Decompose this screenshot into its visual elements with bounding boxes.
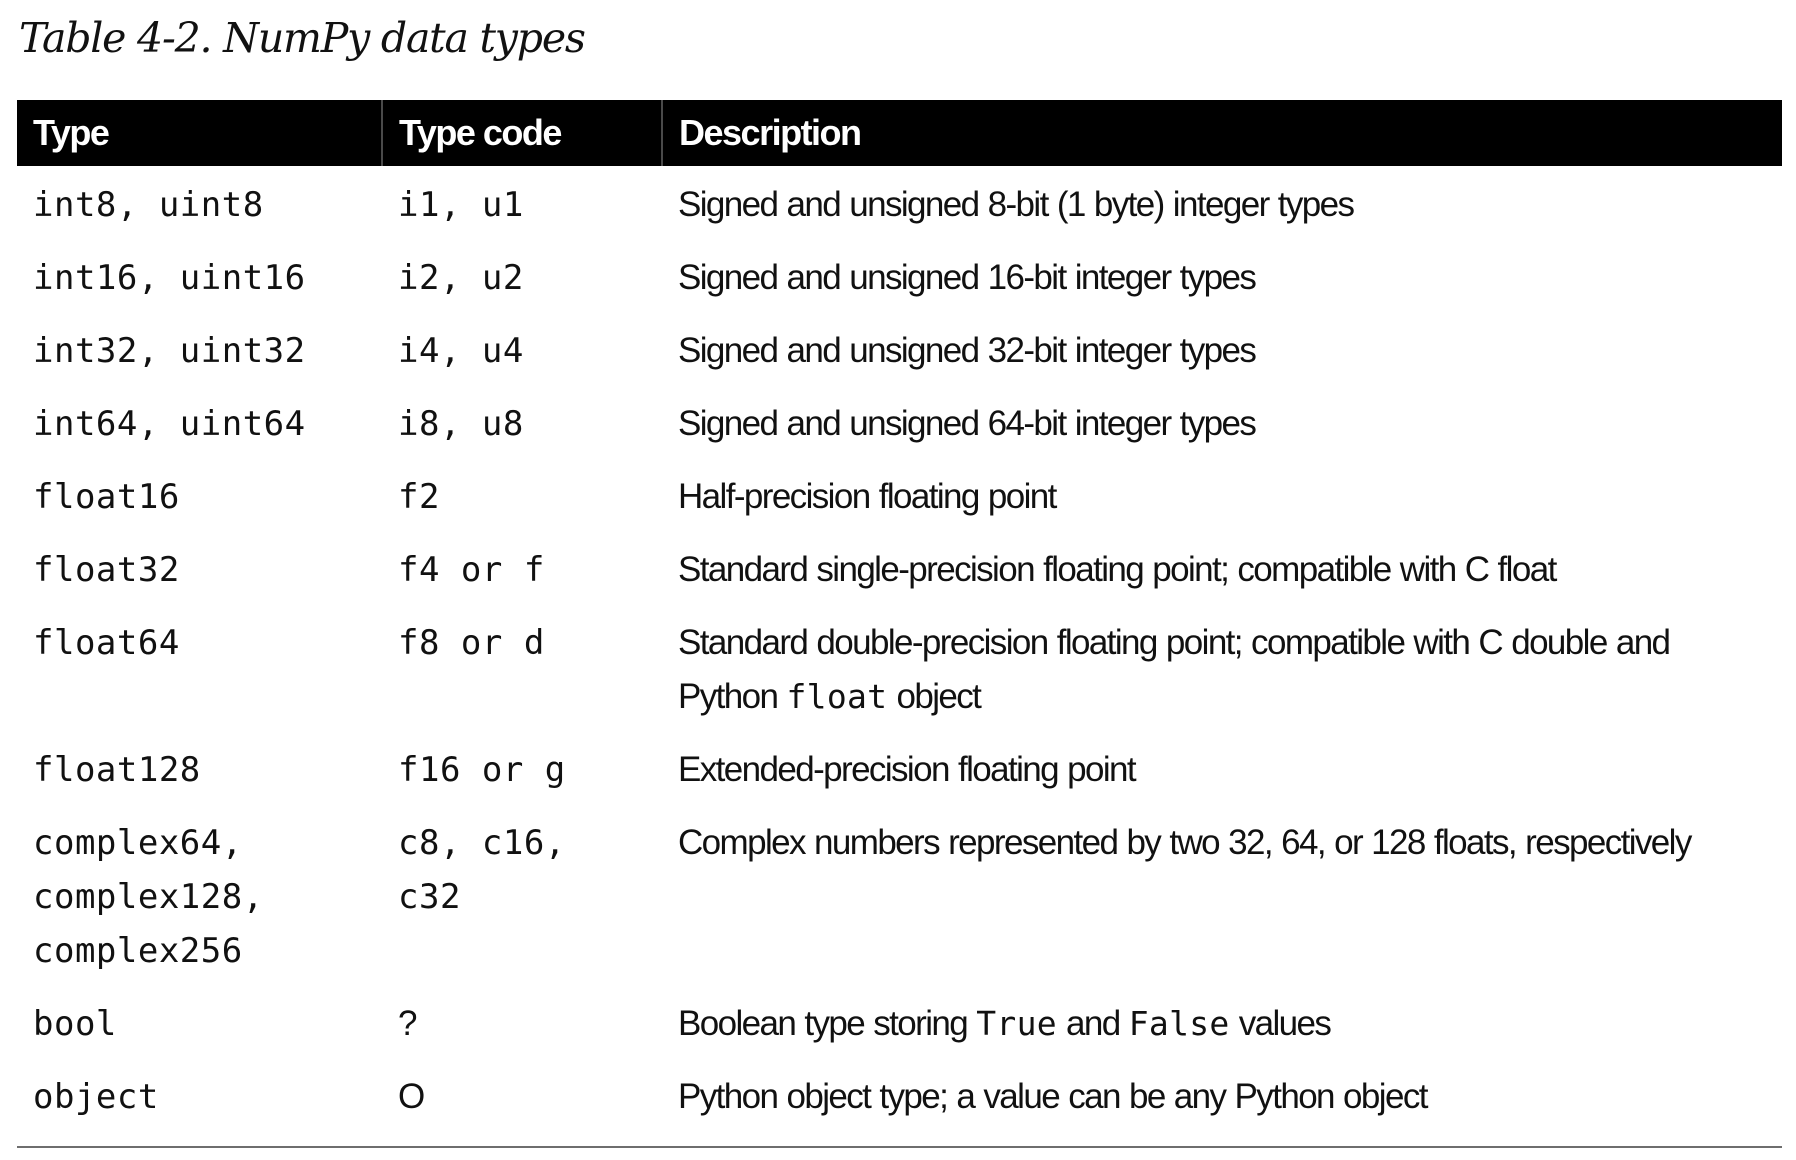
table-row: float128 f16 or g Extended-precision flo… [17, 731, 1782, 804]
description-text: object [896, 677, 981, 716]
table-row: float16 f2 Half-precision floating point [17, 458, 1782, 531]
type-code-cell: c8, c16, c32 [382, 804, 662, 985]
numpy-data-types-table: Type Type code Description int8, uint8 i… [17, 100, 1782, 1131]
table-row: int8, uint8 i1, u1 Signed and unsigned 8… [17, 166, 1782, 239]
type-cell: int32, uint32 [33, 331, 306, 371]
description-text: Standard double-precision floating point… [678, 623, 1671, 716]
table-caption: Table 4-2. NumPy data types [19, 14, 586, 62]
type-code-cell: i8, u8 [398, 404, 524, 444]
table-row: int64, uint64 i8, u8 Signed and unsigned… [17, 385, 1782, 458]
inline-code: True [976, 1004, 1057, 1043]
type-line: complex64, [33, 823, 243, 863]
description-cell: Signed and unsigned 32-bit integer types [678, 331, 1257, 370]
type-line: complex256 [33, 931, 243, 971]
type-cell: int16, uint16 [33, 258, 306, 298]
description-cell: Signed and unsigned 16-bit integer types [678, 258, 1257, 297]
description-cell: Signed and unsigned 8-bit (1 byte) integ… [678, 185, 1355, 224]
table-row: int32, uint32 i4, u4 Signed and unsigned… [17, 312, 1782, 385]
description-cell: Standard double-precision floating point… [662, 604, 1782, 731]
inline-code: float [786, 677, 888, 716]
description-text: and [1066, 1004, 1121, 1043]
description-cell: Standard single-precision floating point… [678, 550, 1557, 589]
type-cell: bool [33, 1004, 117, 1044]
table-header-row: Type Type code Description [17, 100, 1782, 166]
type-code-cell: i4, u4 [398, 331, 524, 371]
type-cell: object [33, 1077, 159, 1117]
description-cell: Boolean type storing True and False valu… [662, 985, 1782, 1058]
type-line: complex128, [33, 877, 264, 917]
type-cell: float16 [33, 477, 180, 517]
description-text: values [1238, 1004, 1332, 1043]
table-row: complex64, complex128, complex256 c8, c16,… [17, 804, 1782, 985]
type-code-cell: f4 or f [398, 550, 545, 590]
type-cell: float64 [33, 623, 180, 663]
header-type: Type [17, 100, 382, 166]
table-row: object O Python object type; a value can… [17, 1058, 1782, 1131]
inline-code: False [1128, 1004, 1230, 1043]
table-row: float32 f4 or f Standard single-precisio… [17, 531, 1782, 604]
table-row: float64 f8 or d Standard double-precisio… [17, 604, 1782, 731]
header-type-code: Type code [381, 100, 662, 166]
type-code-cell: f16 or g [398, 750, 566, 790]
description-cell: Extended-precision floating point [678, 750, 1137, 789]
description-cell: Complex numbers represented by two 32, 6… [678, 823, 1692, 862]
description-cell: Half-precision floating point [678, 477, 1057, 516]
table-row: bool ? Boolean type storing True and Fal… [17, 985, 1782, 1058]
type-code-cell: O [398, 1077, 426, 1116]
type-code-line: c8, c16, [398, 823, 566, 863]
type-cell: complex64, complex128, complex256 [17, 804, 382, 985]
type-code-line: c32 [398, 877, 461, 917]
type-code-cell: i2, u2 [398, 258, 524, 298]
description-cell: Python object type; a value can be any P… [678, 1077, 1428, 1116]
header-description: Description [661, 100, 1782, 166]
bottom-rule [17, 1146, 1782, 1148]
table-row: int16, uint16 i2, u2 Signed and unsigned… [17, 239, 1782, 312]
type-code-cell: f2 [398, 477, 440, 517]
description-text: Boolean type storing [678, 1004, 969, 1043]
type-cell: int64, uint64 [33, 404, 306, 444]
type-cell: int8, uint8 [33, 185, 264, 225]
type-code-cell: i1, u1 [398, 185, 524, 225]
type-code-cell: ? [398, 1004, 418, 1043]
type-code-cell: f8 or d [398, 623, 545, 663]
type-cell: float32 [33, 550, 180, 590]
description-cell: Signed and unsigned 64-bit integer types [678, 404, 1257, 443]
type-cell: float128 [33, 750, 201, 790]
